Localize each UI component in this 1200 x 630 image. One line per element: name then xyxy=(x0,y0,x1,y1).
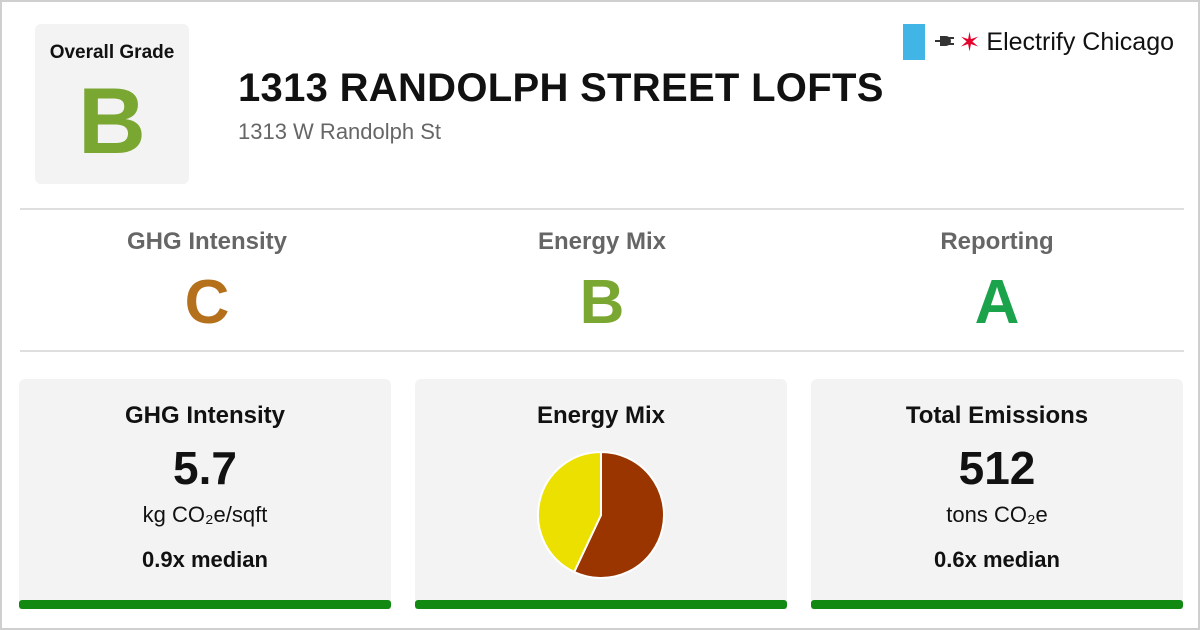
ghg-intensity-unit: kg CO₂e/sqft xyxy=(142,502,268,527)
energy-mix-card: Energy Mix xyxy=(415,379,787,609)
total-emissions-median: 0.6x median xyxy=(934,547,1060,572)
overall-grade-letter: B xyxy=(78,68,146,173)
subgrade-letter: A xyxy=(974,268,1020,337)
subgrade-letter: C xyxy=(184,268,230,337)
energy-mix-pie-wrap xyxy=(415,449,787,586)
subgrade-reporting: Reporting A xyxy=(807,228,1187,334)
building-name: 1313 RANDOLPH STREET LOFTS xyxy=(238,66,884,110)
building-address: 1313 W Randolph St xyxy=(238,119,442,144)
total-emissions-value: 512 xyxy=(958,442,1036,494)
subgrade-ghg-intensity: GHG Intensity C xyxy=(17,228,397,334)
pie-slice-0 xyxy=(572,450,665,579)
logo-text: Electrify Chicago xyxy=(986,27,1174,56)
ghg-intensity-value: 5.7 xyxy=(173,442,237,494)
plug-icon xyxy=(934,32,955,53)
card-accent-bar xyxy=(811,600,1183,609)
overall-grade-label: Overall Grade xyxy=(49,42,175,63)
ghg-intensity-median: 0.9x median xyxy=(142,547,268,572)
chicago-flag-stripe-icon xyxy=(902,24,925,60)
subgrade-energy-mix: Energy Mix B xyxy=(412,228,792,334)
card-accent-bar xyxy=(415,600,787,609)
total-emissions-unit: tons CO₂e xyxy=(946,502,1048,527)
electrify-chicago-logo[interactable]: ✶ Electrify Chicago xyxy=(902,24,1174,60)
card-accent-bar xyxy=(19,600,391,609)
subgrade-label: Energy Mix xyxy=(537,228,667,255)
divider-top xyxy=(20,208,1184,210)
divider-middle xyxy=(20,350,1184,352)
total-emissions-card: Total Emissions 512 tons CO₂e 0.6x media… xyxy=(811,379,1183,609)
overall-grade-box: Overall Grade B xyxy=(35,24,189,184)
chicago-star-icon: ✶ xyxy=(958,27,981,57)
subgrade-label: Reporting xyxy=(940,228,1054,255)
subgrade-letter: B xyxy=(579,268,625,337)
pie-slice-1 xyxy=(537,450,602,574)
subgrade-label: GHG Intensity xyxy=(126,228,288,255)
ghg-intensity-card: GHG Intensity 5.7 kg CO₂e/sqft 0.9x medi… xyxy=(19,379,391,609)
energy-mix-pie-chart xyxy=(537,450,665,579)
card-title: Total Emissions xyxy=(905,402,1089,429)
card-title: Energy Mix xyxy=(536,402,666,429)
card-title: GHG Intensity xyxy=(124,402,286,429)
